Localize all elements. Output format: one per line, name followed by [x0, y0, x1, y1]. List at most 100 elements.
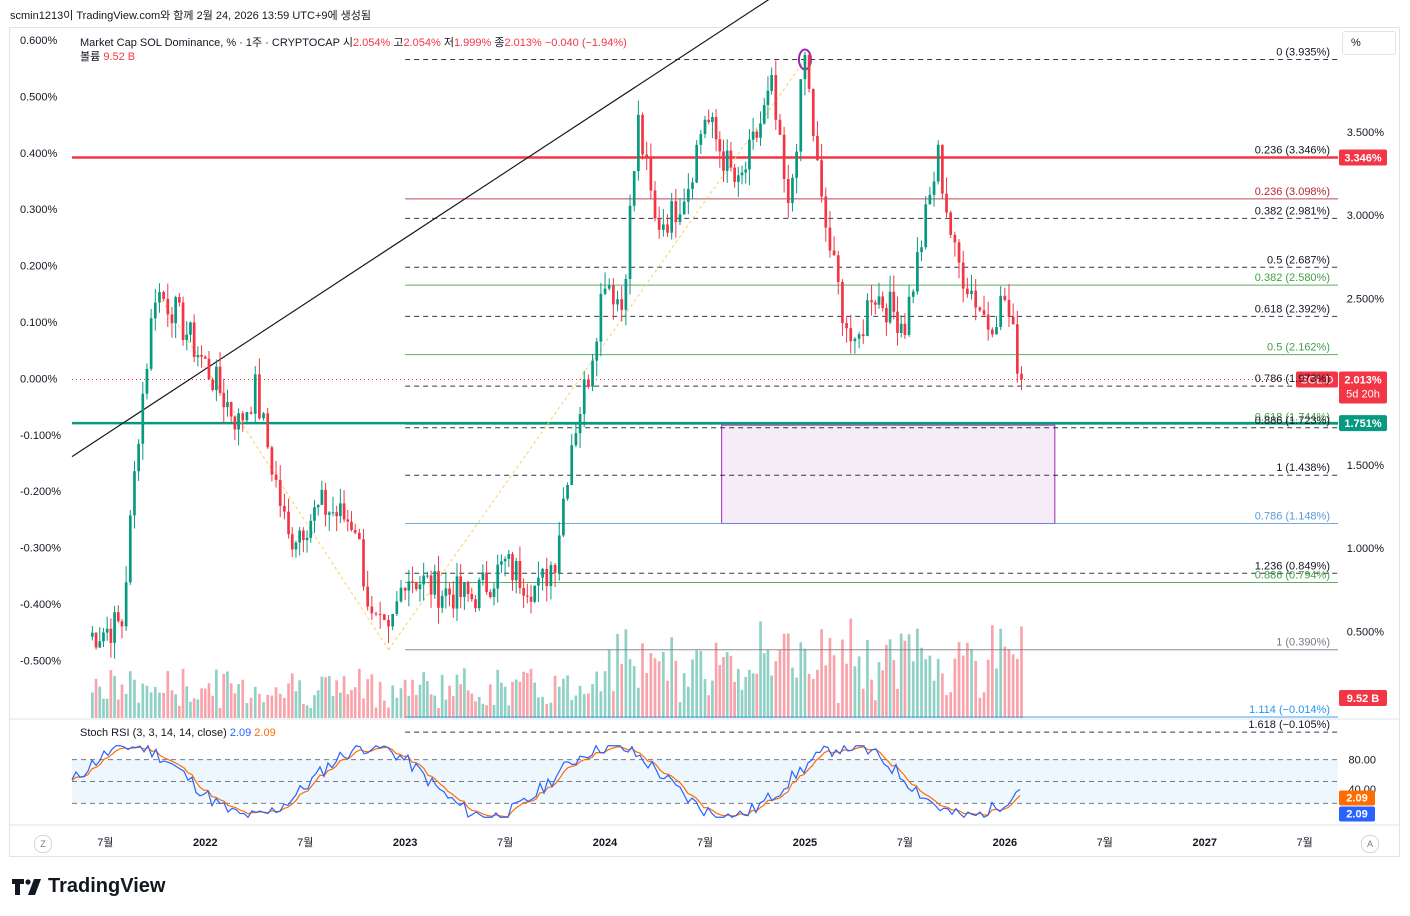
- candle-body: [488, 591, 492, 598]
- volume-bar: [653, 658, 657, 718]
- volume-bar: [703, 679, 707, 718]
- candle-body: [366, 586, 370, 607]
- candle-body: [628, 205, 632, 279]
- candle-body: [466, 582, 470, 594]
- volume-bar: [920, 647, 923, 718]
- volume-bar: [999, 628, 1003, 718]
- candle-body: [932, 181, 936, 195]
- candle-body: [666, 224, 669, 233]
- candle-body: [492, 588, 496, 598]
- volume-bar: [533, 682, 537, 718]
- volume-bar: [166, 671, 170, 718]
- candle-body: [824, 196, 828, 228]
- legend-line-2: 볼륨 9.52 B: [80, 50, 627, 64]
- candle-body: [440, 595, 444, 608]
- volume-bar: [266, 694, 270, 718]
- candle-body: [616, 299, 619, 305]
- candle-body: [211, 379, 215, 391]
- volume-bar: [529, 668, 533, 718]
- volume-bar: [607, 649, 611, 718]
- left-axis-label: 0.200%: [20, 261, 58, 273]
- volume-bar: [374, 707, 378, 718]
- volume-bar: [603, 671, 607, 718]
- volume-bar: [786, 633, 790, 718]
- volume-bar: [222, 674, 226, 718]
- zoom-z-button[interactable]: Z: [34, 835, 52, 853]
- candle-body: [166, 298, 170, 315]
- candle-body: [407, 581, 411, 591]
- volume-bar: [957, 642, 961, 718]
- volume-bar: [578, 685, 582, 718]
- volume-bar: [759, 621, 762, 718]
- fib-level-label: 0.236 (3.346%): [1255, 145, 1330, 157]
- volume-bar: [283, 697, 286, 718]
- symbol-title[interactable]: Market Cap SOL Dominance, % · 1주 · CRYPT…: [80, 37, 340, 49]
- volume-bar: [545, 704, 549, 718]
- candle-body: [811, 88, 815, 136]
- candle-body: [429, 575, 433, 595]
- x-axis-label: 7월: [697, 836, 713, 849]
- candle-body: [463, 582, 466, 597]
- candle-body: [525, 595, 529, 597]
- volume-bar: [507, 705, 511, 718]
- candle-body: [807, 54, 811, 89]
- candle-body: [928, 194, 932, 205]
- candle-body: [278, 479, 282, 506]
- candle-body: [511, 554, 514, 581]
- left-axis-label: 0.600%: [20, 35, 58, 47]
- candle-body: [290, 534, 294, 550]
- fib-level-label: 0.786 (1.973%): [1255, 373, 1330, 385]
- volume-bar: [670, 637, 674, 718]
- volume-bar: [657, 661, 661, 718]
- candle-body: [722, 151, 725, 171]
- candle-body: [707, 119, 711, 123]
- volume-bar: [857, 656, 861, 718]
- chart-frame: [9, 27, 1400, 857]
- stoch-d-tag-value: 2.09: [1346, 792, 1367, 804]
- candle-body: [896, 311, 899, 334]
- candle-body: [229, 402, 233, 417]
- volume-bar: [678, 702, 682, 718]
- candle-body: [448, 588, 451, 595]
- candle-body: [885, 307, 888, 323]
- volume-bar: [736, 668, 740, 718]
- candle-body: [999, 295, 1003, 327]
- volume-bar: [899, 633, 903, 718]
- candle-body: [686, 189, 690, 202]
- stoch-rsi-title[interactable]: Stoch RSI (3, 3, 14, 14, close): [80, 727, 227, 739]
- volume-bar: [849, 618, 853, 718]
- x-axis-label: 2026: [993, 837, 1017, 849]
- volume-bar: [1007, 649, 1011, 718]
- percent-scale-button[interactable]: %: [1342, 31, 1396, 55]
- volume-bar: [145, 685, 149, 718]
- volume-bar: [302, 703, 305, 718]
- candle-body: [437, 571, 440, 608]
- candle-body: [978, 307, 982, 311]
- candle-body: [116, 612, 120, 622]
- candle-body: [553, 565, 557, 573]
- volume-bar: [991, 625, 994, 718]
- volume-bar: [350, 690, 353, 718]
- volume-bar: [641, 643, 644, 718]
- volume-bar: [399, 688, 403, 718]
- candle-body: [162, 292, 165, 299]
- volume-bar: [437, 707, 440, 718]
- fib-level-label: 1.236 (0.849%): [1255, 560, 1330, 572]
- auto-scale-button[interactable]: A: [1361, 835, 1379, 853]
- right-axis-label: 2.500%: [1347, 293, 1385, 305]
- volume-bar: [711, 680, 714, 718]
- volume-bar: [707, 695, 711, 718]
- volume-bar: [970, 649, 973, 718]
- volume-bar: [335, 680, 339, 718]
- candle-body: [881, 296, 885, 308]
- candle-body: [620, 299, 624, 310]
- volume-bar: [149, 692, 153, 718]
- volume-bar: [911, 661, 915, 718]
- volume-bar: [241, 679, 245, 718]
- candle-body: [1007, 300, 1011, 317]
- candle-body: [350, 521, 353, 530]
- volume-bar: [695, 650, 699, 718]
- candle-body: [403, 587, 407, 591]
- volume-bar: [124, 693, 128, 718]
